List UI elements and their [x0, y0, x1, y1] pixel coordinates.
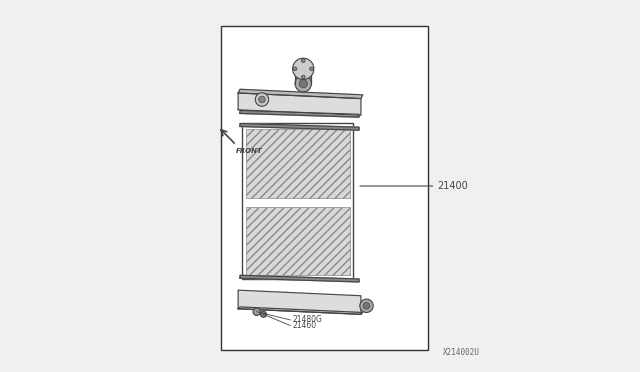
Circle shape	[301, 59, 305, 62]
Circle shape	[260, 311, 266, 317]
FancyBboxPatch shape	[221, 26, 428, 350]
Polygon shape	[238, 89, 363, 99]
Circle shape	[310, 67, 314, 71]
Polygon shape	[295, 69, 312, 84]
Polygon shape	[240, 110, 359, 117]
Circle shape	[292, 58, 314, 80]
Bar	[246, 206, 349, 275]
Bar	[246, 129, 349, 198]
Circle shape	[301, 75, 305, 79]
Text: FRONT: FRONT	[236, 148, 263, 154]
Circle shape	[299, 80, 307, 88]
Circle shape	[363, 302, 370, 309]
Circle shape	[293, 67, 297, 71]
Circle shape	[253, 308, 260, 315]
Polygon shape	[238, 290, 361, 314]
Circle shape	[259, 96, 266, 103]
Text: 21480G: 21480G	[292, 315, 322, 324]
Bar	[242, 123, 353, 279]
Polygon shape	[240, 124, 359, 130]
Polygon shape	[240, 275, 359, 282]
Circle shape	[255, 93, 269, 106]
Polygon shape	[238, 307, 363, 314]
Polygon shape	[238, 93, 361, 115]
Circle shape	[360, 299, 373, 312]
Text: X214002U: X214002U	[443, 348, 480, 357]
Text: 21460: 21460	[292, 321, 316, 330]
Text: 21400: 21400	[437, 181, 468, 191]
Circle shape	[295, 76, 312, 92]
